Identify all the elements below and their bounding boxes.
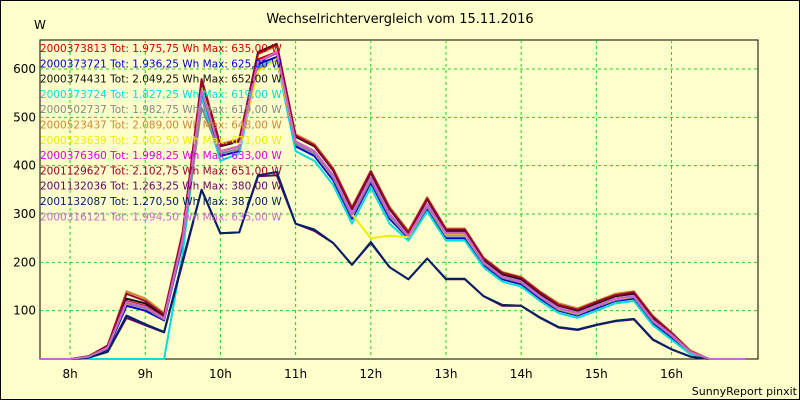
series-line-2001129627 <box>40 43 747 360</box>
legend-entry-2000373813: 2000373813 Tot: 1.975,75 Wh Max: 635,00 … <box>40 43 282 55</box>
legend-entry-2000316121: 2000316121 Tot: 1.994,50 Wh Max: 635,00 … <box>40 211 282 223</box>
legend-entry-2000523437: 2000523437 Tot: 2.089,00 Wh Max: 648,00 … <box>40 120 282 132</box>
legend-entry-2001129627: 2001129627 Tot: 2.102,75 Wh Max: 651,00 … <box>40 165 282 177</box>
x-tick-label: 12h <box>359 367 382 381</box>
legend: 2000373813 Tot: 1.975,75 Wh Max: 635,00 … <box>40 43 282 223</box>
x-tick-label: 13h <box>435 367 458 381</box>
x-tick-label: 9h <box>138 367 153 381</box>
x-tick-label: 15h <box>585 367 608 381</box>
series-line-2000316121 <box>40 51 747 360</box>
y-tick-label: 600 <box>13 62 36 76</box>
y-tick-label: 100 <box>13 304 36 318</box>
axis-ticks: 100 200 300 400 500 600 8h 9h 10h 11h 12h 13h 14h 15h… <box>13 62 683 381</box>
series-line-2001132087 <box>40 171 747 360</box>
legend-entry-2000373721: 2000373721 Tot: 1.936,25 Wh Max: 625,00 … <box>40 58 282 70</box>
y-axis-unit-label: W <box>34 18 46 32</box>
series-line-2000373721 <box>40 55 747 360</box>
legend-entry-2000373724: 2000373724 Tot: 1.827,25 Wh Max: 619,00 … <box>40 89 282 101</box>
series-line-2000373724 <box>40 58 747 360</box>
legend-entry-2000374431: 2000374431 Tot: 2.049,25 Wh Max: 652,00 … <box>40 74 282 86</box>
x-tick-label: 10h <box>209 367 232 381</box>
series-lines <box>40 42 747 360</box>
chart-title: Wechselrichtervergleich vom 15.11.2016 <box>266 12 533 27</box>
legend-entry-2001132087: 2001132087 Tot: 1.270,50 Wh Max: 387,00 … <box>40 196 282 208</box>
y-tick-label: 400 <box>13 159 36 173</box>
y-tick-label: 200 <box>13 255 36 269</box>
legend-entry-2000376360: 2000376360 Tot: 1.998,25 Wh Max: 633,00 … <box>40 150 282 162</box>
legend-entry-2000523639: 2000523639 Tot: 2.002,50 Wh Max: 621,00 … <box>40 135 282 147</box>
x-tick-label: 8h <box>62 367 77 381</box>
legend-entry-2001132036: 2001132036 Tot: 1.263,25 Wh Max: 380,00 … <box>40 181 282 193</box>
y-tick-label: 500 <box>13 110 36 124</box>
footer-credit: SunnyReport pinxit <box>692 385 798 398</box>
legend-entry-2000502737: 2000502737 Tot: 1.982,75 Wh Max: 619,00 … <box>40 104 282 116</box>
x-tick-label: 11h <box>284 367 307 381</box>
x-tick-label: 16h <box>660 367 683 381</box>
y-tick-label: 300 <box>13 207 36 221</box>
x-tick-label: 14h <box>510 367 533 381</box>
